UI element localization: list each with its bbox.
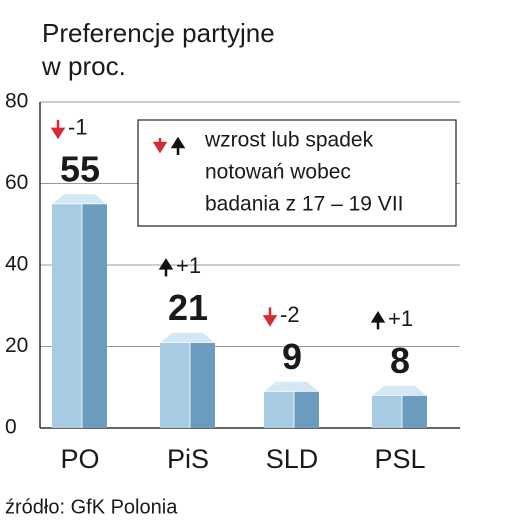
chart-title: Preferencje partyjne (42, 18, 275, 48)
y-tick-label: 40 (5, 253, 28, 276)
y-tick-label: 80 (5, 90, 28, 113)
change-label: -2 (280, 302, 300, 327)
change-label: +1 (176, 253, 201, 278)
bar-front (264, 391, 294, 428)
bar-side (402, 395, 427, 428)
x-tick-label: SLD (266, 444, 319, 474)
bar (158, 332, 217, 428)
arrow-up (370, 311, 386, 330)
chart-title: w proc. (41, 51, 126, 81)
y-tick-label: 20 (5, 334, 28, 357)
bar-top (370, 385, 429, 396)
value-label: 55 (60, 148, 100, 189)
plot: 0 20 40 60 80 PO 55 -1 PiS 21 +1 SLD 9 -2 PSL 8 +1 (5, 90, 460, 474)
y-tick-label: 60 (5, 171, 28, 194)
x-tick-label: PO (60, 444, 99, 474)
bar-side (190, 342, 215, 428)
legend-text: badania z 17 – 19 VII (205, 193, 404, 216)
value-label: 8 (390, 340, 410, 381)
bar (370, 385, 429, 428)
source: źródło: GfK Polonia (5, 496, 178, 518)
bar-side (82, 203, 107, 428)
arrow-down (262, 307, 278, 327)
legend-arrow-down (152, 138, 168, 154)
legend-text: wzrost lub spadek (204, 129, 374, 152)
bar (262, 380, 321, 428)
change-label: +1 (388, 306, 413, 331)
bar-front (52, 203, 82, 428)
legend-text: notowań wobec (205, 161, 351, 184)
bar-front (372, 395, 402, 428)
bar-top (158, 332, 217, 343)
bar-top (50, 193, 109, 205)
bar-top (262, 380, 321, 392)
bar (50, 193, 109, 428)
value-label: 9 (282, 336, 302, 377)
legend-box (137, 119, 457, 227)
x-tick-label: PSL (374, 444, 425, 474)
bar-front (160, 342, 190, 428)
x-tick-label: PiS (167, 444, 209, 474)
change-label: -1 (68, 115, 88, 140)
y-tick-label: 0 (5, 416, 17, 439)
value-label: 21 (168, 287, 208, 328)
bar-side (294, 391, 319, 428)
legend-arrow-up (170, 136, 186, 155)
arrow-up (158, 258, 174, 277)
arrow-down (50, 119, 66, 140)
